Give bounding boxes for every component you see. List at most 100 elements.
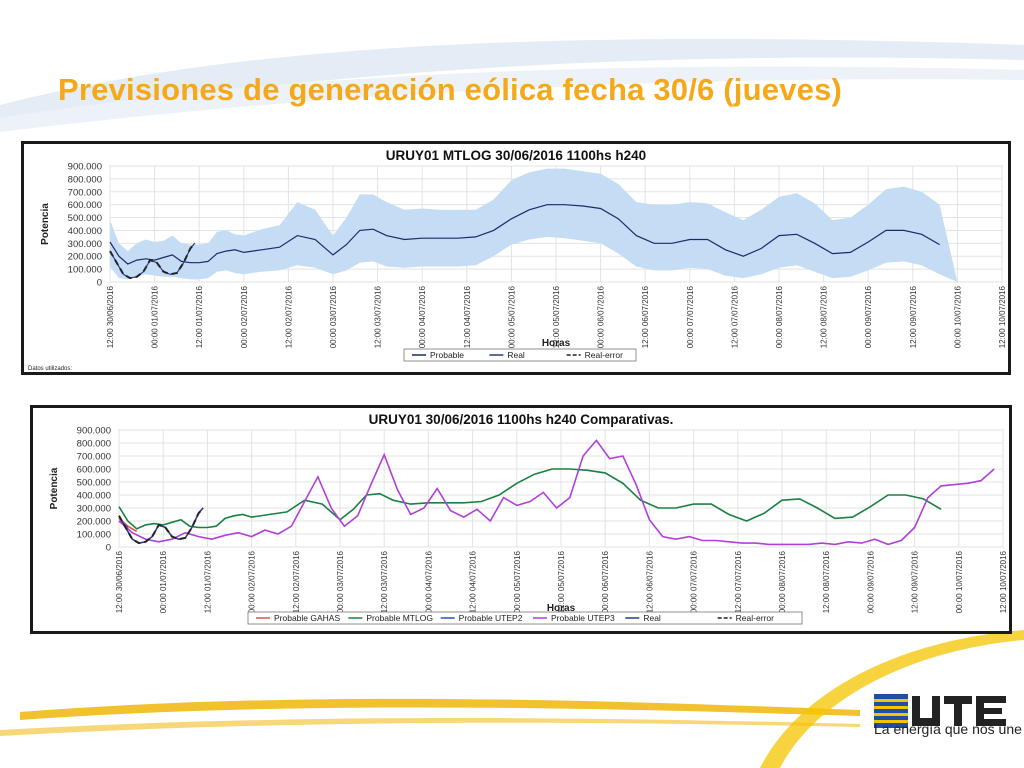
chart-1: URUY01 MTLOG 30/06/2016 1100hs h240 900.0… [24,144,1008,372]
chart1-xtick-label: 12:00 10/07/2016 [998,285,1007,348]
chart2-xtick-label: 00:00 05/07/2016 [513,550,522,613]
chart2-xtick-label: 00:00 10/07/2016 [955,550,964,613]
chart2-ytick-label: 800.000 [77,439,111,450]
chart1-ytick-label: 600.000 [68,200,102,211]
chart1-ytick-label: 900.000 [68,162,102,173]
top-swoosh [0,38,1024,125]
chart2-xtick-label: 12:00 06/07/2016 [645,550,654,613]
chart2-legend-entry: Probable MTLOG [366,613,433,623]
chart2-xtick-label: 12:00 09/07/2016 [911,550,920,613]
chart1-xtick-label: 00:00 07/07/2016 [686,285,695,348]
chart2-legend: Probable GAHAS Probable MTLOG Probable UTE… [247,611,803,625]
chart2-series-probable-utep3 [118,439,995,546]
chart2-legend-entry: Probable UTEP3 [551,613,615,623]
chart2-ytick-label: 400.000 [77,491,111,502]
chart1-xtick-label: 12:00 30/06/2016 [106,285,115,348]
chart1-xtick-label: 00:00 09/07/2016 [864,285,873,348]
chart-frame-2: URUY01 30/06/2016 1100hs h240 Comparativ… [30,405,1012,634]
ute-logo [874,694,1006,728]
chart1-xtick-label: 12:00 04/07/2016 [463,285,472,348]
chart2-series-probable-mtlog [118,468,942,530]
chart2-series-real-error [118,507,204,545]
chart1-legend: Probable Real Real-error [403,348,637,362]
chart2-xtick-label: 12:00 03/07/2016 [380,550,389,613]
chart2-xtick-label: 00:00 06/07/2016 [601,550,610,613]
chart2-ytick-label: 900.000 [77,426,111,437]
chart2-xtick-label: 00:00 01/07/2016 [159,550,168,613]
chart1-xtick-label: 12:00 09/07/2016 [909,285,918,348]
chart2-xtick-label: 12:00 01/07/2016 [203,550,212,613]
chart1-xtick-label: 00:00 01/07/2016 [151,285,160,348]
chart1-xtick-label: 00:00 08/07/2016 [775,285,784,348]
chart2-xtick-label: 00:00 07/07/2016 [690,550,699,613]
chart1-xtick-label: 00:00 10/07/2016 [953,285,962,348]
chart1-ytick-label: 200.000 [68,252,102,263]
chart1-xtick-label: 00:00 05/07/2016 [507,285,516,348]
bottom-swoosh-faint [0,718,860,736]
chart1-xtick-label: 12:00 03/07/2016 [374,285,383,348]
chart1-footnote: Datos utilizados: [28,366,72,372]
chart1-xtick-label: 00:00 03/07/2016 [329,285,338,348]
bottom-arc [760,630,1024,768]
chart2-xtick-label: 12:00 07/07/2016 [734,550,743,613]
chart2-ytick-label: 200.000 [77,517,111,528]
chart2-legend-entry: Real-error [736,613,774,623]
top-swoosh-light [0,66,1024,132]
chart1-xlabel: Horas [542,338,571,349]
chart2-ytick-label: 500.000 [77,478,111,489]
chart2-xtick-label: 00:00 09/07/2016 [866,550,875,613]
chart2-legend-entry: Probable UTEP2 [459,613,523,623]
chart1-legend-entry: Real [507,350,525,360]
chart2-xtick-label: 12:00 05/07/2016 [557,550,566,613]
logo-tagline: La energía que nos une [874,721,1022,737]
chart2-xtick-label: 00:00 08/07/2016 [778,550,787,613]
chart1-xtick-label: 12:00 08/07/2016 [820,285,829,348]
chart-2: URUY01 30/06/2016 1100hs h240 Comparativ… [33,408,1009,631]
chart-frame-1: URUY01 MTLOG 30/06/2016 1100hs h240 900.0… [21,141,1011,375]
chart1-legend-entry: Probable [430,350,464,360]
chart1-xtick-label: 12:00 05/07/2016 [552,285,561,348]
slide-title: Previsiones de generación eólica fecha 3… [58,72,843,107]
chart1-xtick-label: 12:00 01/07/2016 [195,285,204,348]
chart1-ytick-label: 300.000 [68,239,102,250]
chart1-xtick-label: 00:00 04/07/2016 [418,285,427,348]
chart2-ytick-label: 600.000 [77,465,111,476]
chart1-series-probable [109,204,940,265]
chart2-legend-entry: Probable GAHAS [274,613,340,623]
chart2-xtick-label: 12:00 08/07/2016 [822,550,831,613]
chart1-ytick-label: 0 [97,278,102,289]
chart1-ytick-label: 500.000 [68,213,102,224]
chart2-ytick-label: 0 [106,543,111,554]
chart1-ytick-label: 100.000 [68,265,102,276]
chart2-title: URUY01 30/06/2016 1100hs h240 Comparativ… [369,412,674,427]
chart2-ylabel: Potencia [49,467,60,509]
bottom-swoosh [20,698,860,720]
chart1-legend-entry: Real-error [585,350,623,360]
logo-mark [874,694,908,728]
chart1-xtick-label: 12:00 02/07/2016 [284,285,293,348]
chart2-xtick-label: 00:00 04/07/2016 [424,550,433,613]
chart1-ylabel: Potencia [40,203,51,245]
chart1-ytick-label: 800.000 [68,174,102,185]
chart2-xtick-label: 12:00 30/06/2016 [115,550,124,613]
chart2-xtick-label: 12:00 04/07/2016 [469,550,478,613]
chart1-legend-box [403,348,637,362]
chart1-xtick-label: 12:00 07/07/2016 [730,285,739,348]
chart1-xtick-label: 00:00 02/07/2016 [240,285,249,348]
logo-letters [912,696,1006,726]
chart2-xtick-label: 00:00 03/07/2016 [336,550,345,613]
chart1-ytick-label: 400.000 [68,226,102,237]
chart1-ytick-label: 700.000 [68,187,102,198]
chart2-xtick-label: 12:00 10/07/2016 [999,550,1008,613]
chart2-xtick-label: 00:00 02/07/2016 [248,550,257,613]
chart1-xtick-label: 00:00 06/07/2016 [597,285,606,348]
chart2-ytick-label: 100.000 [77,530,111,541]
chart2-xtick-label: 12:00 02/07/2016 [292,550,301,613]
chart2-legend-box [247,611,803,625]
chart1-xtick-label: 12:00 06/07/2016 [641,285,650,348]
chart1-title: URUY01 MTLOG 30/06/2016 1100hs h240 [386,148,646,163]
chart2-ytick-label: 700.000 [77,452,111,463]
chart2-ytick-label: 300.000 [77,504,111,515]
chart2-xlabel: Horas [547,603,576,614]
